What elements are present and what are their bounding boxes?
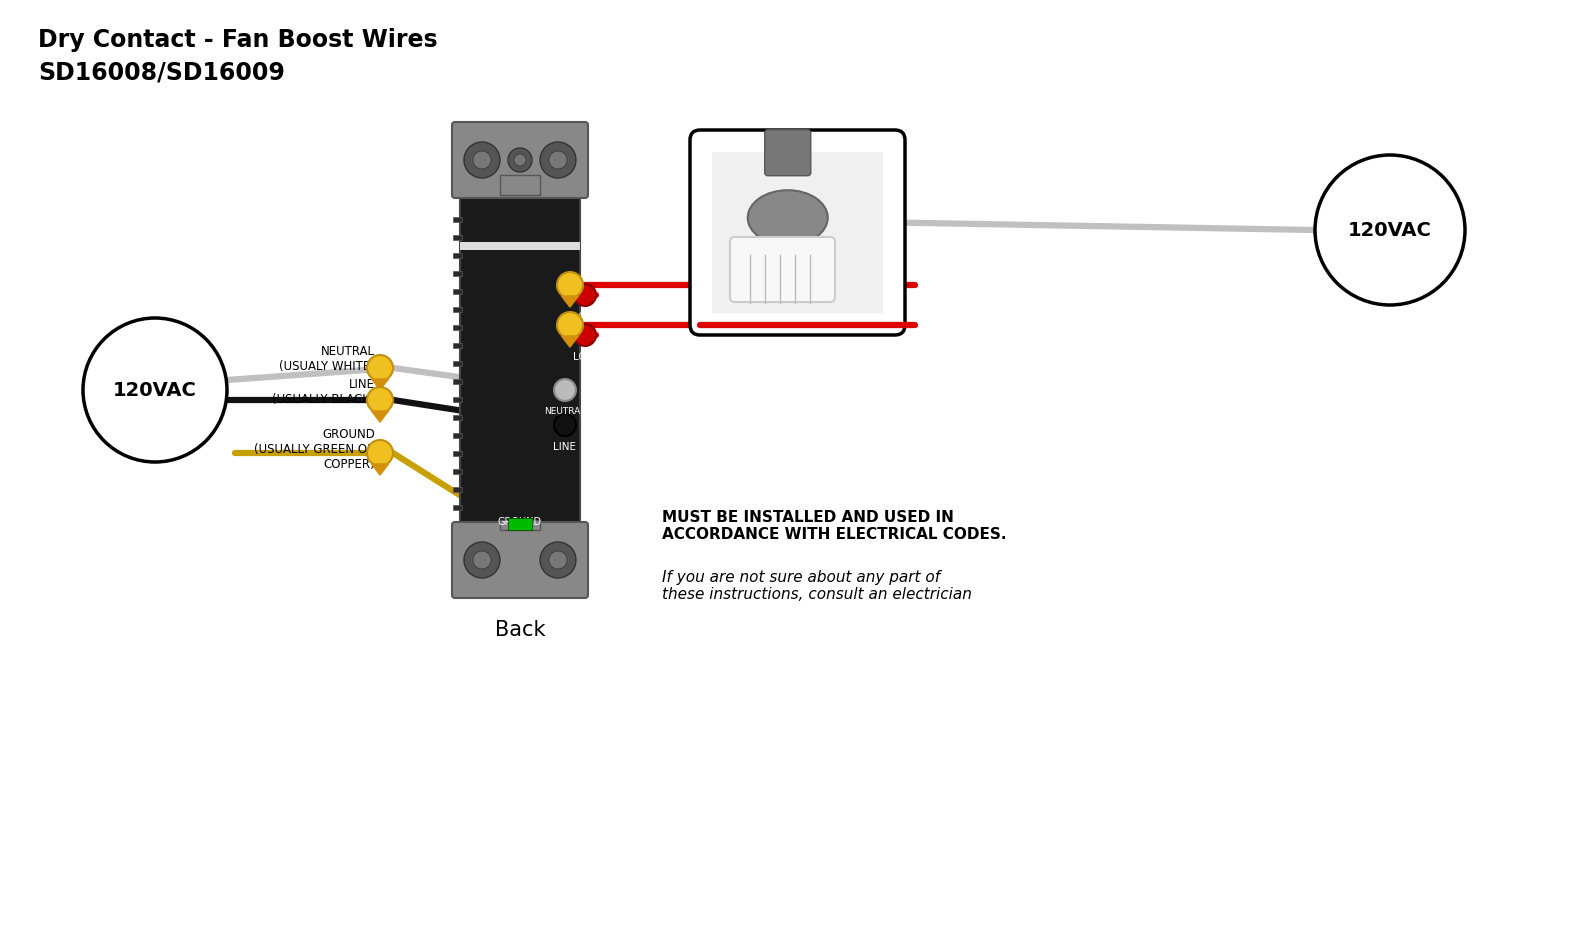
Circle shape xyxy=(366,355,393,381)
Bar xyxy=(454,343,462,348)
Bar xyxy=(454,397,462,402)
Bar xyxy=(454,505,462,510)
Circle shape xyxy=(554,379,576,401)
Polygon shape xyxy=(561,336,579,347)
Text: 120VAC: 120VAC xyxy=(1348,220,1432,240)
Bar xyxy=(454,433,462,438)
Bar xyxy=(712,152,883,313)
Bar xyxy=(454,487,462,492)
Bar xyxy=(454,325,462,330)
Circle shape xyxy=(574,324,596,346)
Bar xyxy=(454,469,462,474)
FancyBboxPatch shape xyxy=(452,122,588,198)
Bar xyxy=(454,253,462,258)
FancyBboxPatch shape xyxy=(690,130,906,335)
Circle shape xyxy=(557,272,584,298)
FancyBboxPatch shape xyxy=(500,520,539,530)
Text: LOAD: LOAD xyxy=(573,352,601,362)
FancyBboxPatch shape xyxy=(460,195,580,525)
Circle shape xyxy=(539,142,576,178)
Circle shape xyxy=(557,312,584,338)
Circle shape xyxy=(366,387,393,413)
Circle shape xyxy=(549,551,568,569)
Polygon shape xyxy=(371,411,389,422)
Text: NEUTRAL
(USUALY WHITE): NEUTRAL (USUALY WHITE) xyxy=(279,345,374,373)
Text: LINE: LINE xyxy=(554,442,576,452)
Text: If you are not sure about any part of
these instructions, consult an electrician: If you are not sure about any part of th… xyxy=(661,570,972,603)
FancyBboxPatch shape xyxy=(764,129,810,176)
Circle shape xyxy=(1315,155,1465,305)
Circle shape xyxy=(473,551,492,569)
Text: MUST BE INSTALLED AND USED IN
ACCORDANCE WITH ELECTRICAL CODES.: MUST BE INSTALLED AND USED IN ACCORDANCE… xyxy=(661,510,1007,542)
Bar xyxy=(454,289,462,294)
Polygon shape xyxy=(561,296,579,307)
Circle shape xyxy=(539,542,576,578)
Text: SD16008/SD16009: SD16008/SD16009 xyxy=(38,60,285,84)
Circle shape xyxy=(366,440,393,466)
Polygon shape xyxy=(371,379,389,390)
Circle shape xyxy=(465,142,500,178)
Text: LOAD: LOAD xyxy=(573,312,601,322)
FancyBboxPatch shape xyxy=(452,522,588,598)
Circle shape xyxy=(554,414,576,436)
Circle shape xyxy=(473,151,492,169)
Circle shape xyxy=(574,284,596,306)
Circle shape xyxy=(508,148,531,172)
FancyBboxPatch shape xyxy=(730,237,834,302)
Text: NEUTRAL: NEUTRAL xyxy=(544,407,585,416)
Text: 120VAC: 120VAC xyxy=(113,380,197,400)
Text: LINE
(USUALLY BLACK): LINE (USUALLY BLACK) xyxy=(273,378,374,406)
Bar xyxy=(454,361,462,366)
Polygon shape xyxy=(371,464,389,475)
Circle shape xyxy=(465,542,500,578)
Text: GROUND: GROUND xyxy=(498,517,542,527)
FancyBboxPatch shape xyxy=(500,175,539,195)
Bar xyxy=(454,415,462,420)
Bar xyxy=(454,217,462,222)
Circle shape xyxy=(549,151,568,169)
Bar xyxy=(508,518,531,530)
Bar xyxy=(454,235,462,240)
Circle shape xyxy=(82,318,227,462)
Bar xyxy=(454,271,462,276)
Bar xyxy=(460,242,580,250)
Bar xyxy=(454,307,462,312)
Text: GROUND
(USUALLY GREEN OR
COPPER): GROUND (USUALLY GREEN OR COPPER) xyxy=(254,428,374,471)
Text: Back: Back xyxy=(495,620,546,640)
Ellipse shape xyxy=(747,191,828,246)
Bar xyxy=(454,451,462,456)
Circle shape xyxy=(514,154,527,166)
Text: Dry Contact - Fan Boost Wires: Dry Contact - Fan Boost Wires xyxy=(38,28,438,52)
Bar xyxy=(454,379,462,384)
